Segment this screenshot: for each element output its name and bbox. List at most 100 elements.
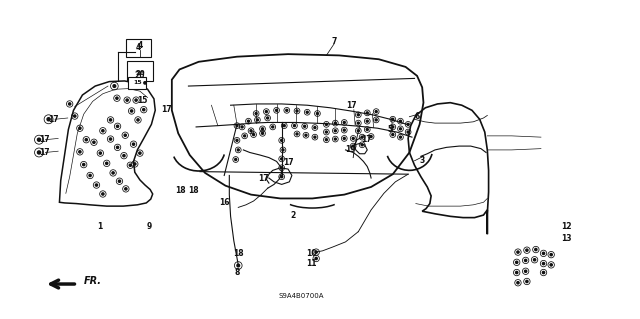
Circle shape	[366, 112, 368, 114]
Circle shape	[262, 128, 264, 130]
Circle shape	[399, 128, 401, 130]
Circle shape	[137, 119, 139, 121]
Text: 9: 9	[146, 222, 152, 231]
Circle shape	[89, 174, 92, 177]
Circle shape	[134, 163, 136, 165]
Text: 20: 20	[135, 70, 145, 76]
Circle shape	[250, 130, 252, 132]
Circle shape	[116, 97, 118, 99]
Text: 17: 17	[259, 174, 269, 182]
Text: 19: 19	[346, 145, 356, 154]
Circle shape	[314, 127, 316, 129]
Circle shape	[357, 130, 359, 132]
Circle shape	[516, 271, 518, 274]
Text: S9A4B0700A: S9A4B0700A	[278, 293, 324, 299]
Text: 17: 17	[361, 135, 371, 144]
Circle shape	[38, 151, 40, 154]
Circle shape	[315, 251, 317, 253]
Circle shape	[361, 136, 363, 138]
Text: 17: 17	[39, 148, 49, 157]
Bar	[127, 61, 153, 81]
Circle shape	[334, 130, 337, 132]
Circle shape	[316, 113, 319, 115]
Circle shape	[241, 126, 243, 128]
Circle shape	[325, 131, 328, 133]
Circle shape	[526, 249, 528, 251]
Circle shape	[325, 123, 328, 125]
Text: 7: 7	[332, 37, 337, 46]
Circle shape	[99, 152, 101, 154]
Circle shape	[139, 152, 141, 154]
Bar	[126, 39, 152, 57]
Circle shape	[305, 134, 307, 136]
Circle shape	[135, 99, 137, 101]
Text: 11: 11	[306, 259, 316, 268]
Circle shape	[257, 119, 259, 121]
Circle shape	[366, 120, 368, 122]
Circle shape	[102, 130, 104, 132]
Circle shape	[118, 180, 120, 182]
Circle shape	[109, 138, 111, 140]
Circle shape	[47, 118, 50, 121]
Text: 10: 10	[306, 249, 316, 258]
Circle shape	[262, 132, 264, 134]
Circle shape	[244, 135, 246, 137]
Circle shape	[357, 122, 359, 124]
Circle shape	[343, 129, 345, 131]
Circle shape	[74, 115, 76, 117]
Circle shape	[525, 259, 527, 262]
Circle shape	[542, 263, 545, 265]
Circle shape	[352, 137, 354, 139]
Circle shape	[143, 108, 145, 111]
Circle shape	[95, 184, 98, 186]
Text: FR.: FR.	[84, 277, 102, 286]
Text: 17: 17	[39, 135, 49, 144]
Text: 18: 18	[175, 186, 186, 195]
Circle shape	[131, 110, 132, 112]
Circle shape	[303, 125, 306, 127]
Circle shape	[237, 264, 239, 267]
Circle shape	[248, 120, 250, 122]
Circle shape	[281, 167, 283, 169]
Text: 4: 4	[136, 43, 141, 52]
Text: 16: 16	[219, 198, 230, 207]
Circle shape	[370, 136, 372, 137]
Text: 17: 17	[283, 158, 293, 167]
Circle shape	[392, 126, 394, 128]
Circle shape	[237, 149, 239, 151]
Text: 8: 8	[234, 268, 239, 277]
Text: 17: 17	[48, 115, 58, 124]
Circle shape	[286, 109, 288, 111]
Circle shape	[407, 123, 409, 125]
Text: 20: 20	[134, 71, 145, 80]
Circle shape	[542, 252, 545, 255]
Circle shape	[550, 254, 552, 256]
Circle shape	[375, 111, 377, 113]
Circle shape	[102, 193, 104, 195]
Text: 18: 18	[188, 186, 199, 195]
Circle shape	[236, 125, 238, 127]
Circle shape	[235, 159, 237, 160]
Text: 1: 1	[97, 222, 102, 231]
Circle shape	[535, 249, 537, 251]
Circle shape	[109, 119, 111, 121]
Circle shape	[516, 261, 518, 263]
Circle shape	[366, 129, 368, 130]
Circle shape	[236, 139, 238, 141]
Circle shape	[361, 144, 363, 146]
Circle shape	[526, 280, 528, 283]
Circle shape	[525, 270, 527, 272]
Circle shape	[392, 118, 394, 120]
Circle shape	[79, 151, 81, 153]
Text: 3: 3	[420, 156, 425, 165]
Circle shape	[255, 113, 257, 115]
Circle shape	[296, 110, 298, 112]
Circle shape	[129, 164, 131, 167]
Text: 18: 18	[233, 249, 244, 258]
Circle shape	[399, 136, 401, 138]
Circle shape	[112, 172, 114, 174]
Circle shape	[113, 85, 116, 87]
Circle shape	[314, 136, 316, 138]
Text: 15: 15	[137, 96, 148, 105]
Circle shape	[284, 125, 285, 127]
